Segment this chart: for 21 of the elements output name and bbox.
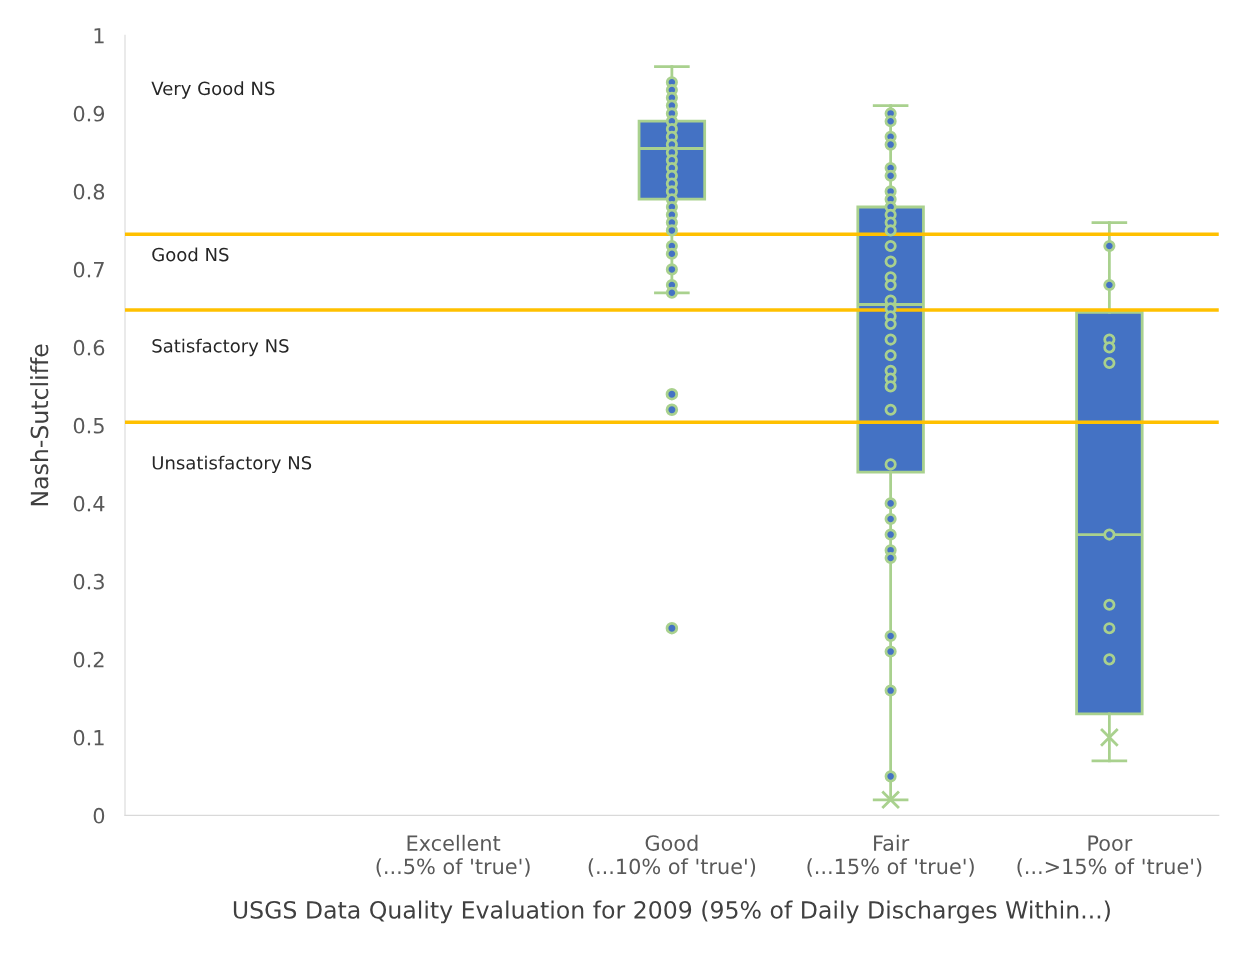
y-tick-label: 0.2 xyxy=(73,651,104,668)
annotation: Satisfactory NS xyxy=(152,338,289,357)
y-tick-label: 0.5 xyxy=(73,417,104,434)
x-tick-label: Good (...10% of 'true') xyxy=(588,834,756,877)
y-tick-label: 0.9 xyxy=(73,105,105,122)
x-tick-label: Fair (...15% of 'true') xyxy=(807,834,974,877)
y-tick-label: 0.1 xyxy=(73,729,104,746)
annotation: Unsatisfactory NS xyxy=(152,455,312,474)
y-tick-label: 0.8 xyxy=(73,183,105,200)
x-axis-title: USGS Data Quality Evaluation for 2009 (95% of Daily Discharges Within...) xyxy=(233,900,1110,924)
x-tick-label: Excellent (...5% of 'true') xyxy=(376,834,530,877)
x-tick-label: Poor (...>15% of 'true') xyxy=(1017,835,1202,877)
y-tick-label: 0.3 xyxy=(73,573,104,590)
y-tick-label: 0.4 xyxy=(73,495,105,512)
y-tick-label: 1 xyxy=(94,28,104,44)
y-tick-label: 0.7 xyxy=(73,261,104,278)
annotation: Very Good NS xyxy=(151,81,275,99)
y-axis-title: Nash-Sutcliffe xyxy=(30,344,49,506)
y-tick-label: 0.6 xyxy=(73,339,105,356)
annotation: Good NS xyxy=(152,247,229,262)
y-tick-label: 0 xyxy=(93,807,105,824)
